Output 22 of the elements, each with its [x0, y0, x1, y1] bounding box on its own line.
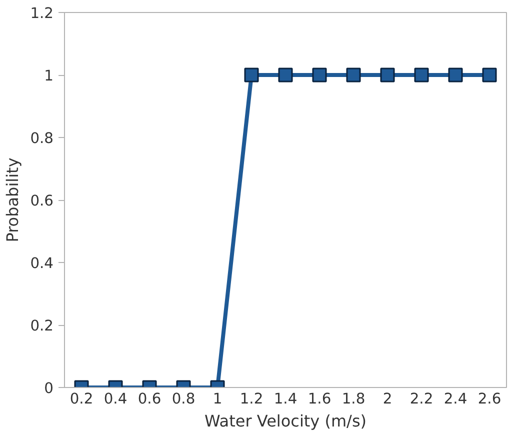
x-tick-label: 1.8 — [342, 390, 366, 408]
y-tick-label: 0.6 — [30, 192, 54, 210]
y-tick-label: 0.2 — [30, 318, 54, 334]
y-tick-label: 0.4 — [30, 255, 54, 272]
y-tick-label: 0.8 — [30, 130, 54, 147]
x-tick-label: 0.6 — [138, 390, 162, 408]
y-tick-label: 1 — [44, 68, 54, 84]
x-tick-label: 0.8 — [172, 390, 196, 408]
x-tick-label: 1.4 — [274, 390, 298, 408]
x-tick-label: 2 — [382, 390, 392, 408]
x-tick-label: 0.4 — [104, 390, 128, 408]
x-tick-label: 1.6 — [308, 390, 332, 408]
y-tick-label: 1.2 — [30, 5, 54, 22]
x-tick-label: 2.4 — [444, 390, 468, 408]
x-tick-label: 2.6 — [478, 390, 502, 408]
x-tick-label: 0.2 — [70, 390, 94, 408]
y-axis-title: Probability — [3, 158, 22, 242]
x-tick-label: 1 — [212, 390, 222, 408]
x-tick-label: 1.2 — [240, 390, 264, 408]
y-tick-label: 0 — [44, 380, 54, 397]
x-tick-label: 2.2 — [410, 390, 434, 408]
x-axis-title: Water Velocity (m/s) — [204, 412, 367, 430]
